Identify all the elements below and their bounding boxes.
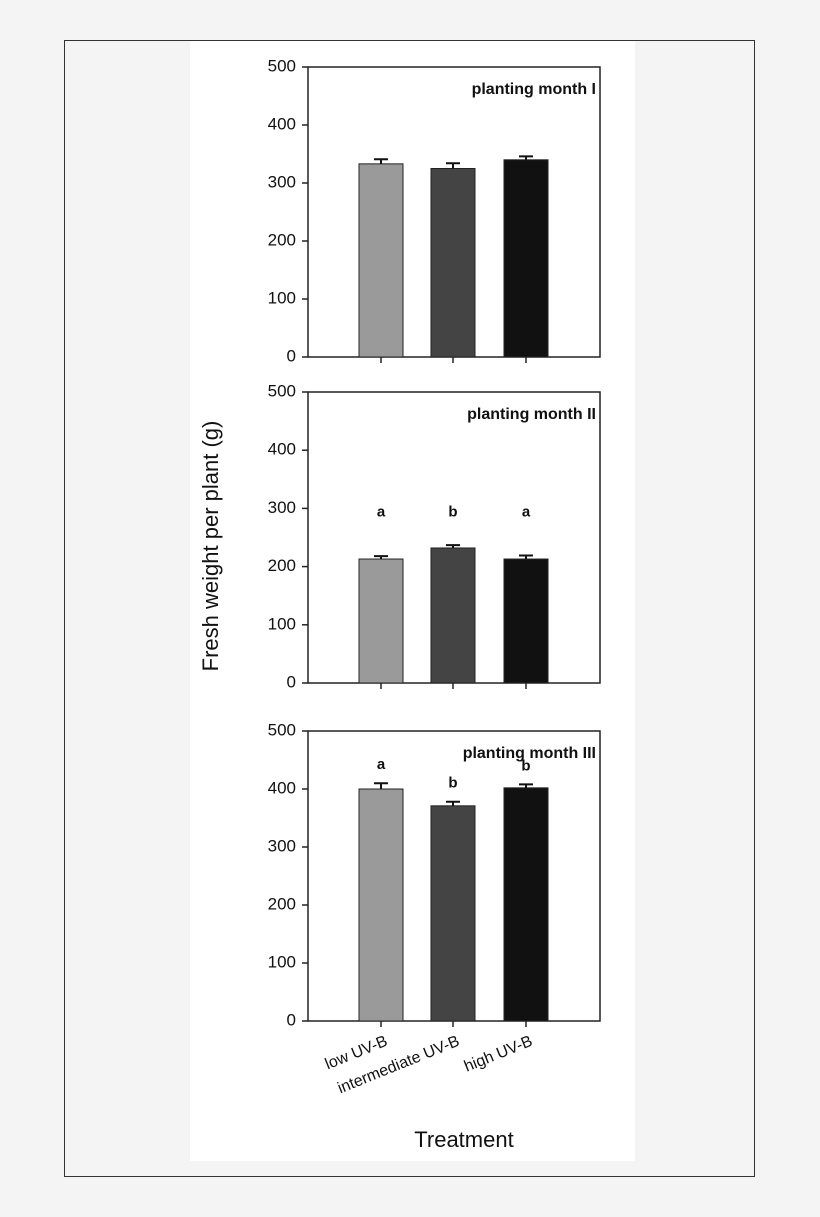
y-tick-label: 100	[268, 952, 296, 971]
error-bar	[374, 555, 388, 560]
error-bar	[374, 782, 388, 789]
error-bar	[446, 162, 460, 169]
significance-letter: b	[521, 757, 530, 774]
error-bar	[446, 544, 460, 548]
bar	[430, 547, 476, 684]
error-bar	[374, 158, 388, 164]
y-axis-label: Fresh weight per plant (g)	[198, 421, 223, 672]
y-tick-label: 100	[268, 614, 296, 633]
y-tick-label: 300	[268, 172, 296, 191]
y-tick-label: 500	[268, 56, 296, 75]
bar	[503, 787, 549, 1022]
x-axis-label: Treatment	[414, 1127, 513, 1152]
panel-title: planting month I	[472, 81, 596, 98]
y-tick-label: 400	[268, 440, 296, 459]
significance-letter: a	[377, 503, 386, 520]
y-tick-label: 0	[287, 672, 296, 691]
bar	[430, 805, 476, 1022]
frame	[64, 40, 755, 1177]
bar	[503, 558, 549, 684]
figure-background	[190, 41, 635, 1161]
y-tick-label: 400	[268, 778, 296, 797]
bar	[358, 558, 404, 684]
y-tick-label: 0	[287, 346, 296, 365]
bar	[358, 788, 404, 1022]
bar	[358, 163, 404, 358]
y-tick-label: 500	[268, 720, 296, 739]
bar	[430, 168, 476, 358]
y-tick-label: 200	[268, 556, 296, 575]
y-tick-label: 300	[268, 836, 296, 855]
bar	[503, 159, 549, 358]
y-tick-label: 200	[268, 230, 296, 249]
significance-letter: a	[522, 503, 531, 520]
error-bar	[519, 554, 533, 560]
y-tick-label: 500	[268, 381, 296, 400]
error-bar	[519, 155, 533, 160]
significance-letter: b	[448, 775, 457, 792]
y-tick-label: 200	[268, 894, 296, 913]
y-tick-label: 100	[268, 288, 296, 307]
y-tick-label: 400	[268, 114, 296, 133]
significance-letter: b	[448, 503, 457, 520]
y-tick-label: 0	[287, 1010, 296, 1029]
y-tick-label: 300	[268, 498, 296, 517]
error-bar	[446, 800, 460, 806]
significance-letter: a	[377, 756, 386, 773]
panel-title: planting month II	[467, 406, 596, 423]
panel-title: planting month III	[463, 745, 596, 762]
error-bar	[519, 783, 533, 788]
